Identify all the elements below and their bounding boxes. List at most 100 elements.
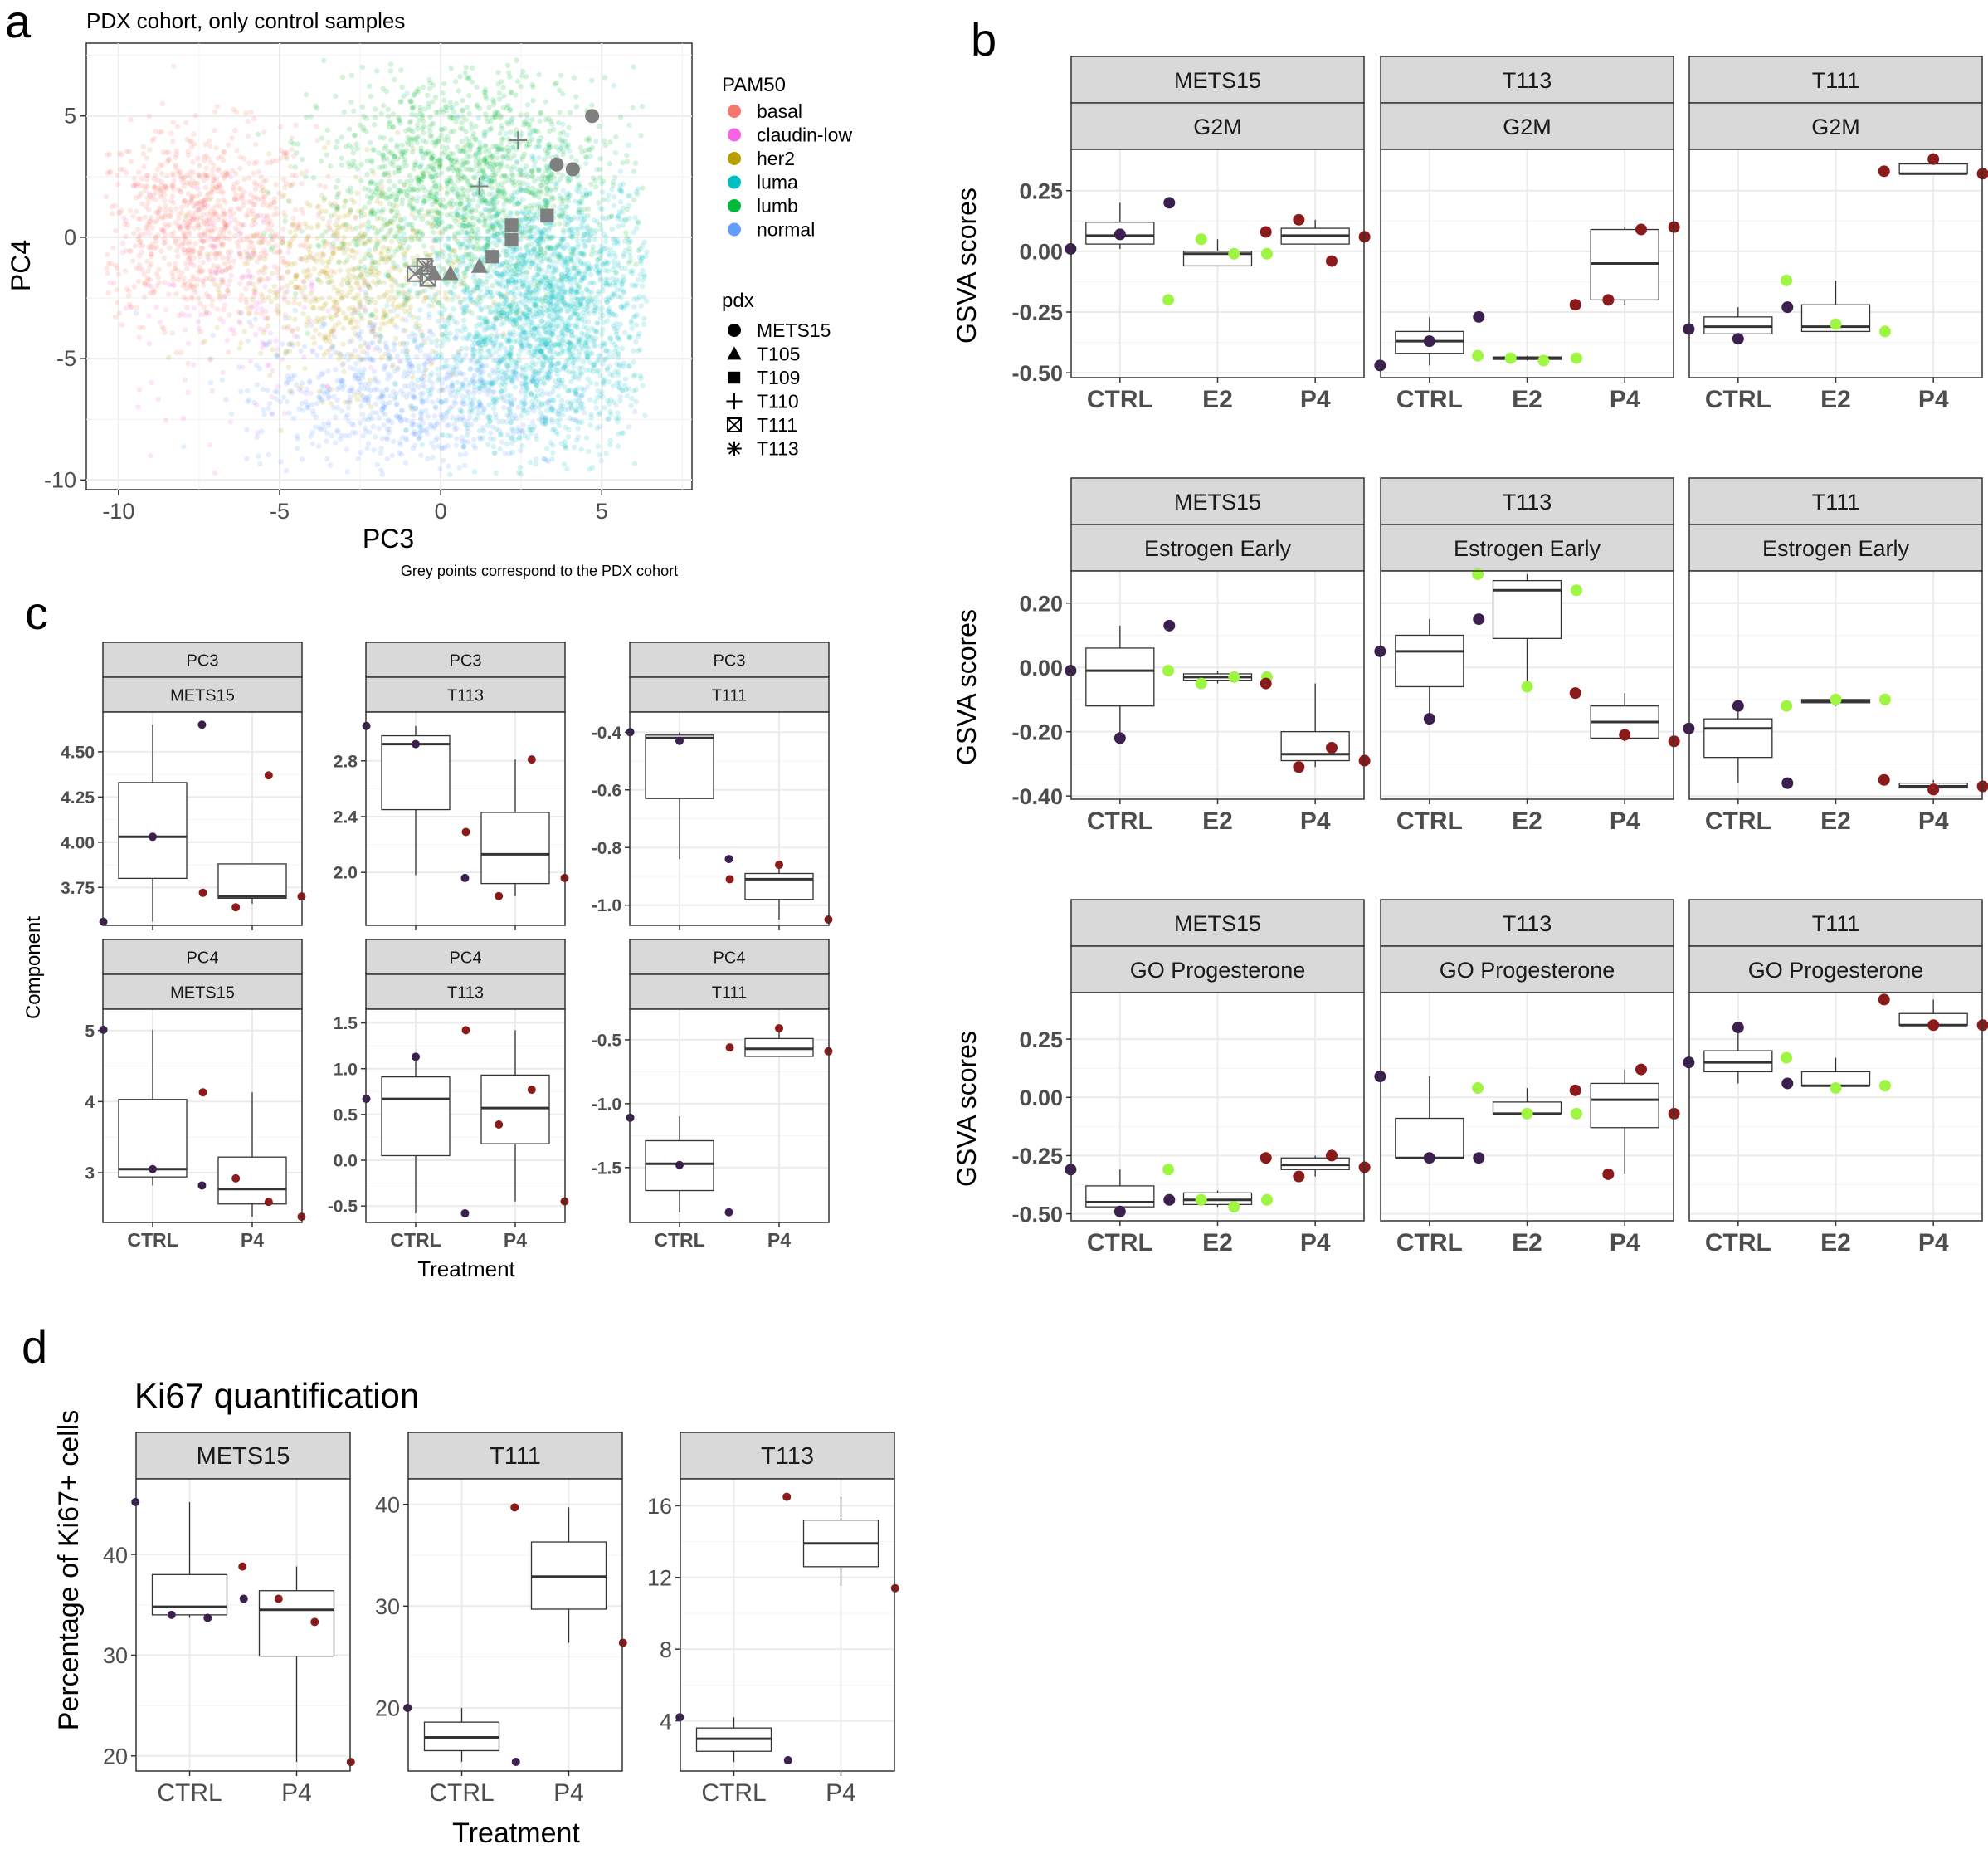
sample-point-normal — [370, 423, 377, 430]
sample-point-basal — [208, 159, 214, 165]
sample-point-basal — [215, 198, 222, 203]
sample-point-her2 — [398, 217, 404, 223]
sample-point-basal — [181, 219, 188, 225]
sample-point-normal — [472, 445, 479, 451]
sample-point-normal — [376, 426, 382, 432]
sample-point-basal — [213, 266, 220, 272]
sample-point-her2 — [304, 200, 310, 207]
sample-point-basal — [281, 259, 287, 265]
sample-point-basal — [146, 207, 152, 213]
sample-point-basal — [195, 200, 202, 206]
sample-point-lumb — [419, 231, 426, 237]
sample-point-her2 — [245, 251, 251, 258]
sample-point-basal — [199, 202, 206, 208]
sample-point-basal — [204, 211, 211, 217]
sample-point-her2 — [349, 310, 355, 317]
sample-point-her2 — [388, 283, 395, 289]
sample-point-her2 — [449, 261, 456, 267]
sample-point-basal — [151, 135, 157, 142]
sample-point-normal — [446, 463, 451, 470]
sample-point-luma — [419, 442, 425, 447]
sample-point-her2 — [403, 297, 410, 304]
sample-point-basal — [153, 184, 159, 190]
sample-point-basal — [106, 151, 113, 157]
sample-point-basal — [187, 278, 193, 284]
sample-point-lumb — [444, 191, 450, 197]
sample-point-normal — [367, 413, 373, 419]
sample-point-lumb — [482, 90, 489, 96]
sample-point-her2 — [430, 222, 436, 229]
sample-point-claudin_low — [187, 312, 192, 319]
sample-point-her2 — [387, 246, 392, 251]
sample-point-normal — [545, 398, 552, 405]
sample-point-basal — [144, 227, 151, 232]
sample-point-normal — [626, 424, 631, 430]
sample-point-basal — [184, 136, 190, 143]
sample-point-normal — [349, 421, 355, 427]
sample-point-lumb — [328, 213, 334, 219]
sample-point-her2 — [387, 319, 392, 324]
sample-point-normal — [380, 399, 386, 405]
sample-point-her2 — [367, 285, 373, 291]
sample-point-her2 — [321, 352, 327, 358]
sample-point-basal — [192, 203, 198, 209]
sample-point-normal — [481, 405, 487, 412]
sample-point-normal — [506, 332, 513, 338]
sample-point-her2 — [290, 235, 296, 241]
sample-point-normal — [299, 456, 305, 462]
sample-point-her2 — [335, 307, 341, 314]
sample-point-lumb — [454, 144, 460, 150]
sample-point-her2 — [279, 235, 285, 242]
sample-point-basal — [183, 261, 189, 266]
sample-point-normal — [374, 344, 381, 351]
sample-point-her2 — [330, 250, 336, 256]
sample-point-basal — [329, 268, 334, 274]
panel-d-ylabel: Percentage of Ki67+ cells — [53, 1410, 85, 1731]
sample-point-her2 — [344, 315, 349, 320]
sample-point-luma — [501, 202, 507, 207]
sample-point-her2 — [245, 261, 251, 266]
sample-point-lumb — [381, 171, 387, 178]
sample-point-lumb — [466, 110, 472, 116]
sample-point-lumb — [414, 231, 420, 237]
sample-point-claudin_low — [160, 228, 167, 235]
sample-point-basal — [193, 282, 199, 288]
sample-point-basal — [211, 186, 217, 192]
sample-point-basal — [221, 306, 227, 313]
sample-point-basal — [184, 202, 190, 208]
sample-point-normal — [464, 388, 470, 394]
sample-point-her2 — [348, 197, 355, 202]
sample-point-her2 — [421, 212, 427, 219]
sample-point-her2 — [314, 224, 321, 230]
sample-point-her2 — [381, 280, 387, 285]
sample-point-basal — [181, 246, 188, 253]
sample-point-claudin_low — [107, 280, 113, 286]
sample-point-her2 — [376, 277, 382, 284]
sample-point-basal — [205, 190, 212, 197]
sample-point-her2 — [412, 236, 418, 242]
sample-point-normal — [291, 373, 298, 378]
sample-point-normal — [392, 342, 397, 349]
sample-point-her2 — [421, 373, 427, 379]
sample-point-her2 — [319, 193, 325, 198]
sample-point-basal — [230, 168, 236, 173]
sample-point-her2 — [329, 251, 336, 256]
sample-point-lumb — [387, 186, 392, 193]
sample-point-basal — [214, 270, 220, 276]
sample-point-her2 — [246, 310, 253, 315]
sample-point-normal — [254, 434, 260, 440]
sample-point-basal — [185, 248, 191, 255]
sample-point-claudin_low — [309, 287, 315, 293]
sample-point-her2 — [383, 254, 389, 260]
sample-point-basal — [158, 182, 164, 188]
sample-point-basal — [150, 192, 156, 198]
sample-point-lumb — [427, 173, 434, 180]
sample-point-normal — [326, 393, 332, 400]
sample-point-basal — [105, 271, 110, 276]
sample-point-basal — [276, 190, 282, 196]
sample-point-normal — [365, 295, 371, 302]
sample-point-basal — [336, 189, 342, 196]
sample-point-luma — [533, 461, 538, 467]
sample-point-normal — [252, 316, 258, 322]
sample-point-claudin_low — [135, 404, 141, 410]
